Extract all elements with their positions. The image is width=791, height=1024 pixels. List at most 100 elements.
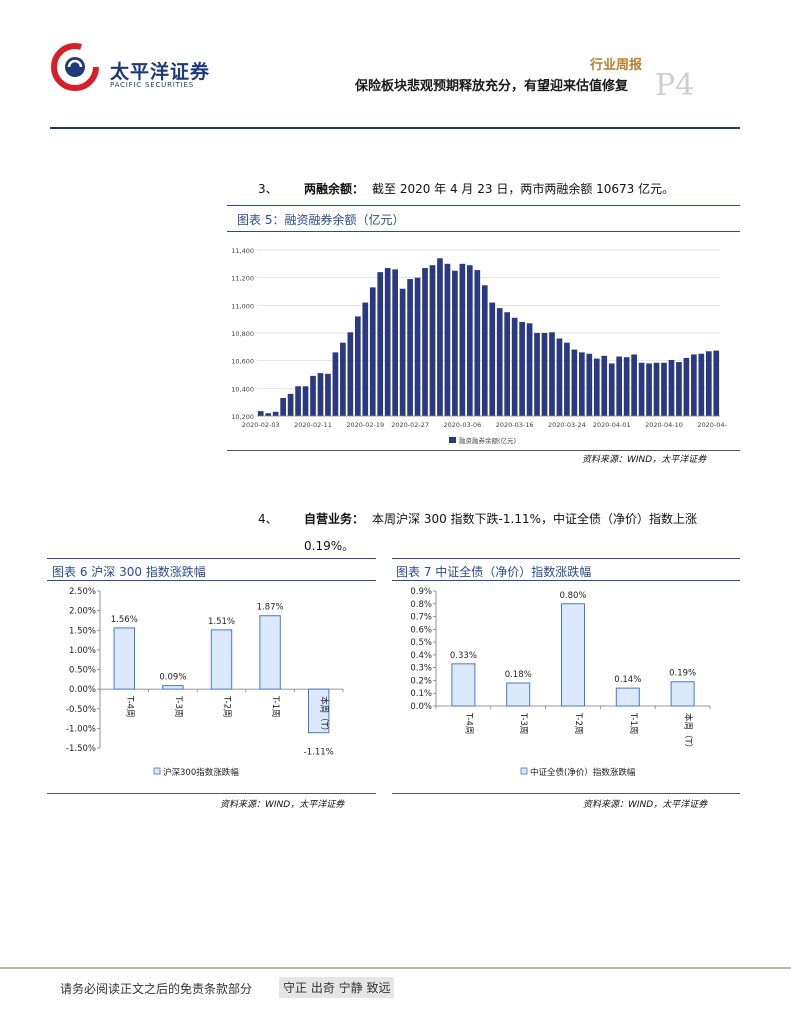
x-tick-label: T-4周 [463,712,473,734]
brand-name-cn: 太平洋证券 [110,61,211,83]
bar [534,333,540,416]
y-tick-label: 0.1% [410,689,432,699]
bar [608,363,615,416]
y-tick-label: 2.00% [69,607,96,617]
x-tick-label: 2020-03-24 [548,421,586,429]
bar [579,352,585,416]
fig5-top-line [227,205,740,206]
header-divider [50,127,740,129]
bar [295,386,301,416]
y-tick-label: 10,600 [231,358,254,366]
bar [560,603,586,707]
y-tick-label: 1.00% [69,646,96,656]
x-tick-label: 2020-03-06 [443,421,481,429]
bar [549,332,555,416]
bar [384,267,391,416]
bar [615,687,640,707]
bar [332,352,339,416]
bar [616,356,623,416]
bar [392,269,398,416]
bar [452,270,458,416]
section3-text: 截至 2020 年 4 月 23 日，两市两融余额 10673 亿元。 [372,182,675,196]
y-tick-label: 10,200 [231,413,254,421]
y-tick-label: 0.5% [410,638,432,648]
fig7-title-line [392,580,740,581]
x-tick-label: T-2周 [573,712,583,734]
bar [354,316,361,416]
bar [571,349,578,416]
bar [481,285,488,416]
bar [496,308,503,416]
fig7-source: 资料来源：WIND，太平洋证券 [583,800,708,810]
company-logo [51,43,99,91]
bar [661,362,667,416]
bar [399,288,406,416]
y-tick-label: 2.50% [69,587,96,597]
legend-swatch [153,767,161,775]
data-label: 0.33% [450,651,477,661]
logo-swirl [67,59,83,68]
bar [668,359,675,416]
y-tick-label: -1.00% [66,724,96,734]
bar [564,342,570,416]
x-tick-label: 2020-04-10 [645,421,683,429]
bar [676,362,682,416]
data-label: 1.87% [257,603,284,613]
fig5-bottom-line [227,450,740,451]
bar [670,681,695,707]
bar [683,357,690,416]
bar [556,338,563,416]
fig6-title-line [47,580,376,581]
y-tick-label: 11,400 [231,247,254,255]
bond-index-change-chart: 0.9% 0.8% 0.7% 0.6% 0.5% 0.4% 0.3% 0.2% 0.1% 0.0%… [410,587,711,778]
fig5-source: 资料来源：WIND，太平洋证券 [582,455,707,465]
legend-label: 沪深300指数涨跌幅 [163,767,239,778]
x-tick-label: 2020-03-16 [496,421,534,429]
bar [638,362,645,416]
bar [698,353,705,416]
logo-ring [51,43,99,91]
x-tick-label: T-1周 [270,695,280,717]
y-tick-label: 0.6% [410,625,432,635]
bar [377,272,384,416]
bar [511,317,518,416]
bar [526,323,533,416]
bar [265,413,272,416]
report-type: 行业周报 [590,58,643,73]
bar [451,663,476,707]
bar [646,363,652,416]
bar [713,350,720,416]
y-tick-label: 0.7% [410,613,432,623]
fig5-title-line [227,231,740,232]
legend-swatch [520,767,528,775]
bar [210,629,233,690]
y-tick-label: -0.50% [66,705,96,715]
bar [369,287,376,416]
y-tick-label: 0.0% [410,702,432,712]
x-tick-label: 本周（T） [683,713,694,752]
brand-name-en: PACIFIC SECURITIES [110,81,195,89]
bar [113,627,136,690]
x-tick-label: 2020-02-27 [391,421,429,429]
footer-motto: 守正 出奇 宁静 致远 [279,977,395,998]
bar [691,354,697,416]
legend-label: 融资融券余额(亿元) [459,436,516,445]
fig5-title: 图表 5：融资融券余额（亿元） [237,213,405,227]
bar [310,375,316,416]
bar [340,342,346,416]
bar [705,351,712,416]
bar [257,411,264,416]
y-tick-label: 0.8% [410,600,432,610]
data-label: 0.80% [559,591,586,601]
x-tick-label: T-1周 [628,712,638,734]
bar [437,258,443,416]
bar [307,688,330,734]
fig7-title: 图表 7 中证全债（净价）指数涨跌幅 [396,565,592,579]
bar [519,321,525,416]
section4-heading: 自营业务： [304,512,365,526]
y-tick-label: 0.4% [410,651,432,661]
bar [593,358,600,416]
y-tick-label: 0.50% [69,666,96,676]
data-label: 0.09% [159,673,186,683]
bar [272,411,279,416]
